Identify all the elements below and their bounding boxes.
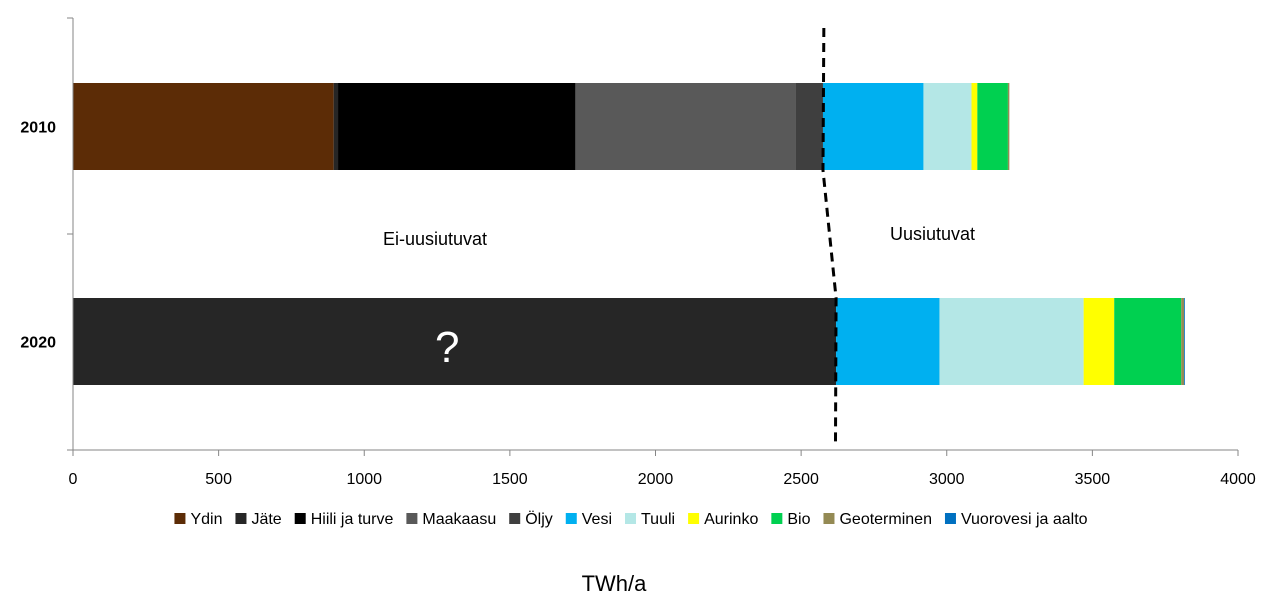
legend-swatch [174, 513, 186, 524]
x-tick-label: 3000 [929, 471, 965, 488]
legend-swatch [294, 513, 306, 524]
legend-item: Maakaasu [406, 511, 496, 528]
legend-item: Vuorovesi ja aalto [944, 511, 1088, 528]
x-tick-label: 500 [205, 471, 232, 488]
x-axis-title: TWh/a [582, 571, 648, 595]
x-tick-label: 2500 [783, 471, 819, 488]
axes-layer: 0 500 1000 1500 2000 2500 3000 3500 4000 2010 2020 [20, 17, 1256, 488]
legend-label: Vuorovesi ja aalto [961, 511, 1088, 528]
bars-layer [73, 83, 1185, 385]
legend-label: Bio [787, 511, 810, 528]
x-tick-label: 2000 [638, 471, 674, 488]
legend-item: Bio [771, 511, 811, 528]
x-tick-label: 0 [69, 471, 78, 488]
legend-swatch [823, 513, 835, 524]
legend-label: Hiili ja turve [311, 511, 394, 528]
legend-label: Tuuli [641, 511, 675, 528]
annotation-question-mark: ? [435, 323, 459, 372]
legend-swatch [771, 513, 783, 524]
x-tick-label: 4000 [1220, 471, 1256, 488]
legend-label: Maakaasu [422, 511, 496, 528]
legend-swatch [625, 513, 637, 524]
x-tick-label: 1000 [346, 471, 382, 488]
bar-segment [333, 83, 339, 170]
legend-label: Öljy [525, 510, 553, 528]
legend-label: Aurinko [704, 511, 758, 528]
legend-swatch [235, 513, 247, 524]
legend-swatch [944, 513, 956, 524]
category-label: 2010 [20, 120, 56, 137]
legend: Ydin Jäte Hiili ja turve Maakaasu Öljy Vesi Tu… [174, 510, 1088, 528]
legend-item: Ydin [174, 511, 222, 528]
bar-segment [1114, 298, 1182, 385]
legend-label: Ydin [190, 511, 222, 528]
x-tick-label: 1500 [492, 471, 528, 488]
legend-swatch [406, 513, 418, 524]
bar-segment [1007, 83, 1010, 170]
bar-segment [73, 298, 837, 385]
legend-item: Öljy [509, 510, 553, 528]
legend-label: Geoterminen [839, 511, 932, 528]
legend-item: Tuuli [625, 511, 675, 528]
legend-swatch [509, 513, 521, 524]
bar-segment [939, 298, 1084, 385]
legend-item: Aurinko [688, 511, 758, 528]
bar-segment [795, 83, 823, 170]
legend-swatch [565, 513, 577, 524]
legend-label: Vesi [582, 511, 612, 528]
bar-segment [822, 83, 924, 170]
bar-segment [1184, 298, 1185, 385]
legend-item: Hiili ja turve [294, 511, 394, 528]
annotation-renewable: Uusiutuvat [890, 224, 975, 244]
bar-segment [977, 83, 1008, 170]
bar-segment [73, 83, 334, 170]
legend-label: Jäte [251, 511, 281, 528]
bar-segment [923, 83, 972, 170]
bar-segment [971, 83, 978, 170]
bar-segment [836, 298, 940, 385]
legend-item: Geoterminen [823, 511, 932, 528]
legend-item: Jäte [235, 511, 282, 528]
x-tick-label: 3500 [1075, 471, 1111, 488]
bar-segment [575, 83, 796, 170]
legend-item: Vesi [565, 511, 612, 528]
bar-segment [338, 83, 576, 170]
bar-segment [1181, 298, 1185, 385]
legend-swatch [688, 513, 700, 524]
category-label: 2020 [20, 335, 56, 352]
annotations-layer: Ei-uusiutuvat Uusiutuvat ? [383, 224, 975, 372]
bar-segment [1083, 298, 1115, 385]
annotation-non-renewable: Ei-uusiutuvat [383, 229, 487, 249]
